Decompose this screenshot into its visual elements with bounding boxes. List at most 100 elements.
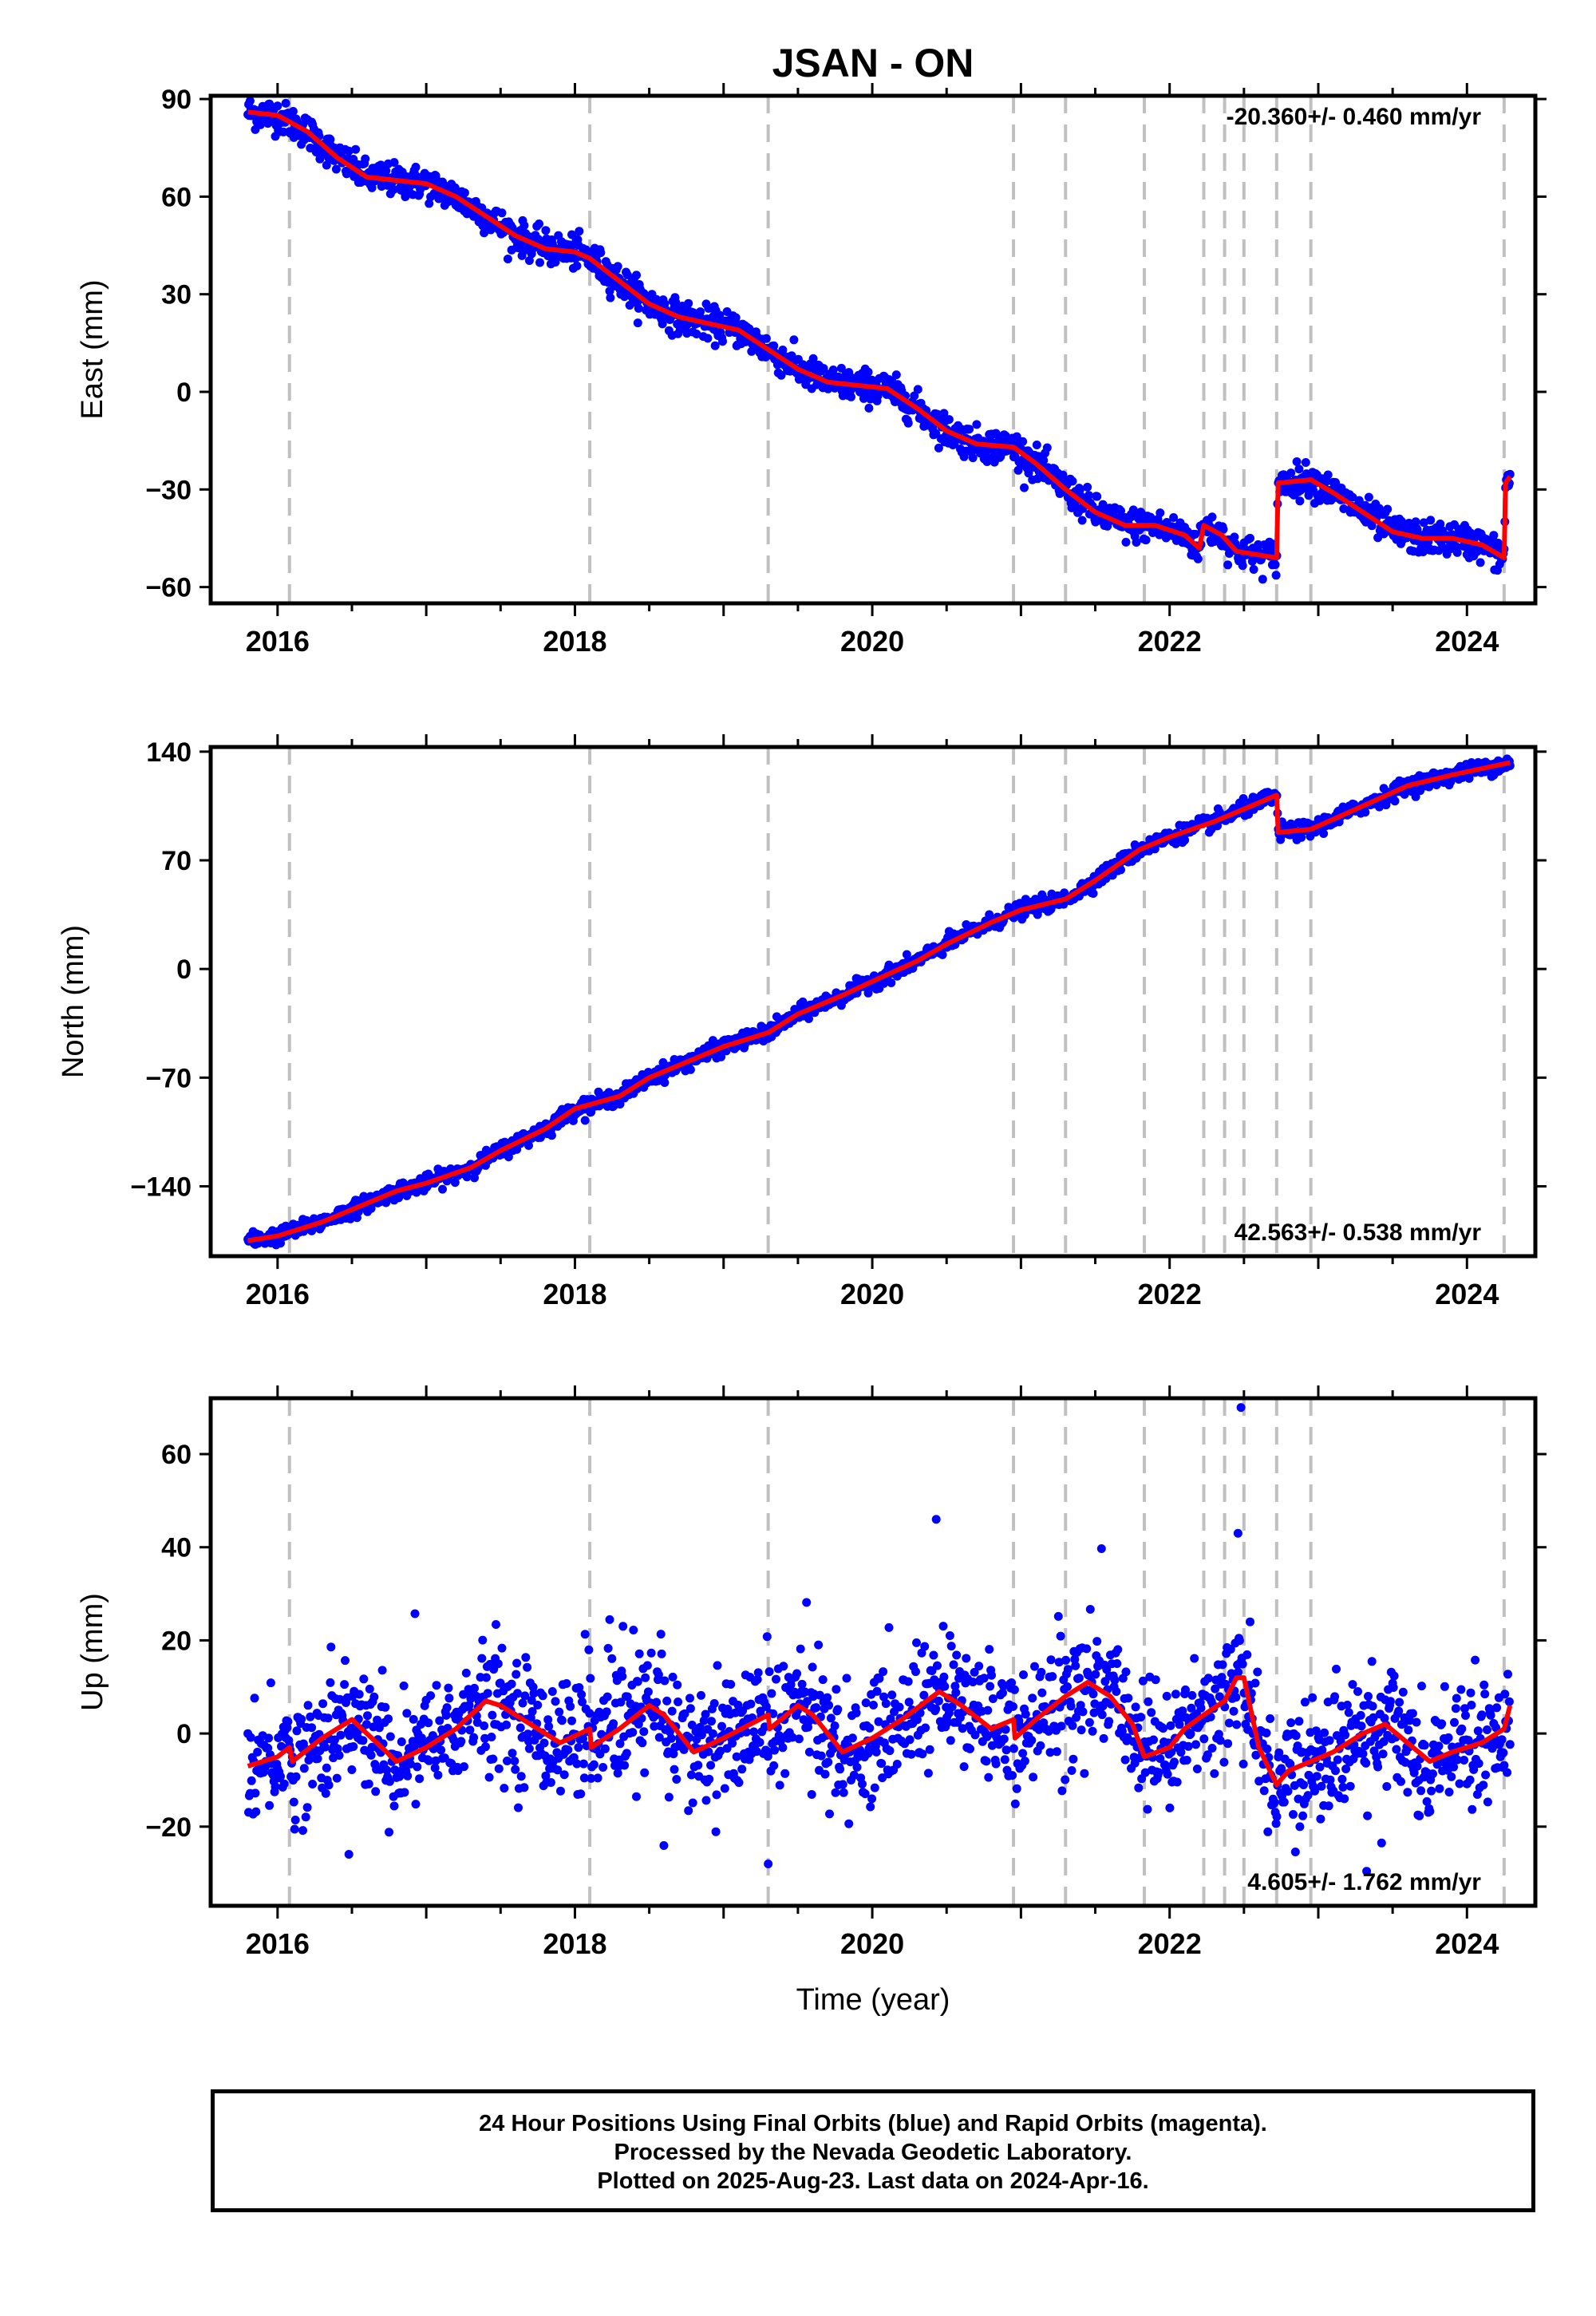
data-point <box>538 1691 547 1701</box>
data-point <box>778 1743 788 1753</box>
data-point <box>1249 565 1258 574</box>
data-point <box>789 335 799 345</box>
data-point <box>444 1683 453 1693</box>
data-point <box>519 221 529 230</box>
x-tick-label: 2016 <box>246 625 310 658</box>
data-point <box>575 1683 584 1692</box>
data-point <box>679 1745 689 1754</box>
data-point <box>425 199 434 208</box>
data-point <box>657 1649 666 1658</box>
data-point <box>984 1773 994 1782</box>
data-point <box>1348 492 1357 502</box>
data-point <box>399 1681 409 1690</box>
data-point <box>622 1749 631 1758</box>
x-tick-label: 2018 <box>543 1278 606 1310</box>
data-point <box>602 1692 612 1701</box>
data-point <box>692 330 701 338</box>
data-point <box>1299 1780 1308 1789</box>
data-point <box>1286 1759 1295 1769</box>
data-point <box>1140 1768 1150 1777</box>
data-point <box>1361 808 1370 817</box>
data-point <box>874 1717 883 1726</box>
data-point <box>290 1816 300 1824</box>
data-point <box>449 1735 458 1745</box>
data-point <box>354 1690 364 1699</box>
data-point <box>761 1702 771 1711</box>
data-point <box>1082 1644 1092 1654</box>
data-point <box>1156 508 1165 518</box>
data-point <box>762 1632 772 1642</box>
data-point <box>250 1694 259 1703</box>
data-point <box>708 1729 717 1738</box>
data-point <box>768 1709 778 1718</box>
data-point <box>1238 1659 1247 1669</box>
data-point <box>1056 1631 1065 1641</box>
data-point <box>520 1691 530 1701</box>
data-point <box>1283 1787 1293 1796</box>
data-point <box>245 97 255 105</box>
data-point <box>472 1717 482 1727</box>
data-point <box>667 1706 677 1716</box>
data-point <box>265 1800 275 1810</box>
data-point <box>1020 1757 1029 1766</box>
data-point <box>1476 558 1485 567</box>
data-point <box>1246 533 1254 543</box>
x-tick-label: 2016 <box>246 1278 310 1310</box>
data-point <box>504 1152 513 1162</box>
data-point <box>881 1699 891 1709</box>
data-point <box>1187 1690 1197 1700</box>
y-tick-label: 90 <box>161 85 192 115</box>
data-point <box>884 1622 894 1632</box>
data-point <box>982 1757 991 1766</box>
data-point <box>747 346 757 356</box>
data-point <box>1176 1748 1186 1757</box>
data-point <box>246 1733 255 1742</box>
data-point <box>1169 513 1179 522</box>
data-point <box>297 1714 306 1724</box>
data-point <box>912 1715 922 1725</box>
data-point <box>934 1696 943 1705</box>
data-point <box>704 1747 713 1757</box>
data-point <box>1069 1754 1078 1764</box>
data-point <box>371 1787 381 1796</box>
data-point <box>1104 1717 1114 1726</box>
data-point <box>1339 504 1349 513</box>
data-point <box>613 1769 622 1778</box>
data-point <box>902 950 911 959</box>
data-point <box>972 420 982 429</box>
data-point <box>586 1674 595 1683</box>
data-point <box>1020 483 1029 492</box>
data-point <box>987 1741 997 1750</box>
data-point <box>1120 1755 1130 1765</box>
data-point <box>772 1674 780 1684</box>
data-point <box>580 1630 590 1639</box>
data-point <box>1088 1726 1097 1736</box>
data-point <box>923 1769 933 1778</box>
data-point <box>481 1742 490 1752</box>
data-point <box>1223 1739 1233 1749</box>
data-point <box>1291 1731 1301 1741</box>
data-point <box>326 1642 336 1652</box>
data-point <box>450 183 460 192</box>
data-point <box>1424 782 1434 792</box>
data-point <box>1319 829 1329 838</box>
data-point <box>907 1749 916 1759</box>
data-point <box>962 1654 971 1663</box>
data-point <box>322 160 331 170</box>
data-point <box>323 1713 333 1723</box>
data-point <box>912 1638 921 1647</box>
data-point <box>1019 1670 1028 1679</box>
data-point <box>804 1717 813 1726</box>
data-point <box>1012 1784 1021 1793</box>
data-point <box>1234 1667 1243 1677</box>
data-point <box>652 1697 662 1707</box>
data-point <box>764 1667 774 1677</box>
data-point <box>276 1772 285 1781</box>
data-point <box>674 1697 683 1706</box>
data-point <box>705 1774 714 1784</box>
data-point <box>1009 1701 1017 1711</box>
data-point <box>755 1737 764 1747</box>
data-point <box>266 1678 275 1688</box>
data-point <box>527 1707 537 1716</box>
